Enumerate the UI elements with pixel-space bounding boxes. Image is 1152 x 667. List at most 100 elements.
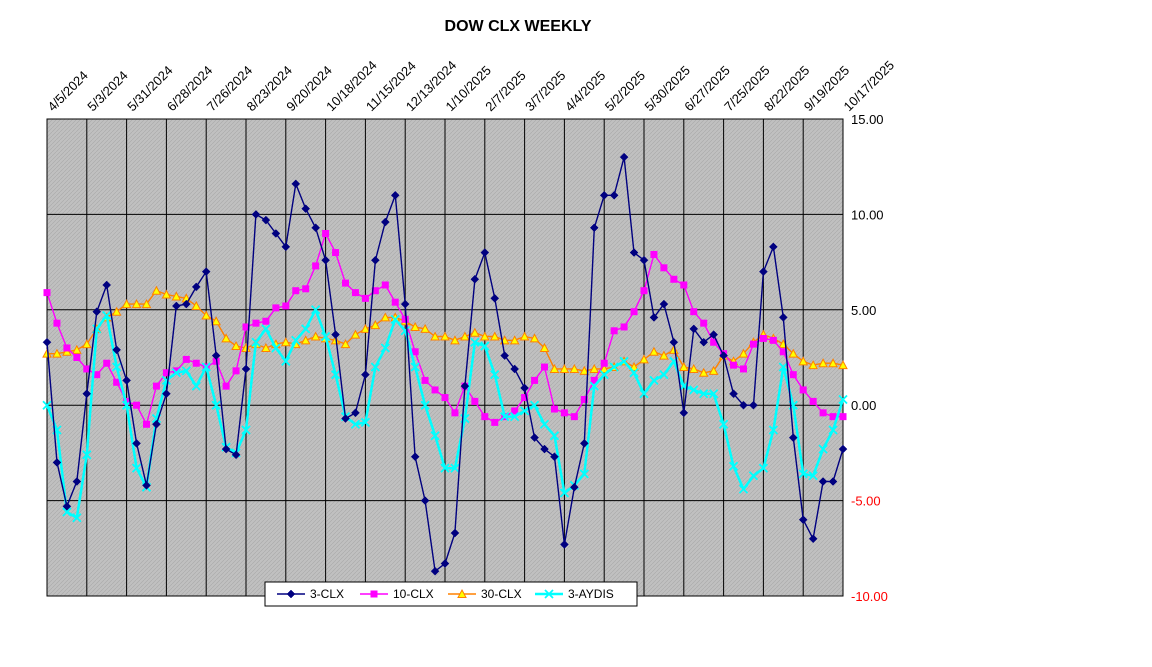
data-point <box>788 348 799 358</box>
x-marker-stroke <box>838 394 848 405</box>
legend-marker <box>286 589 296 599</box>
series-3-clx <box>42 152 848 576</box>
data-point <box>749 340 757 348</box>
data-point <box>43 289 51 297</box>
data-point <box>420 400 430 410</box>
data-point <box>121 299 132 309</box>
x-tick-label: 5/2/2025 <box>602 68 648 114</box>
data-point <box>471 397 479 405</box>
data-point <box>778 362 788 372</box>
data-point <box>301 324 311 334</box>
data-point <box>440 559 450 568</box>
data-point <box>689 385 699 395</box>
data-point <box>710 338 718 346</box>
data-point <box>699 337 709 347</box>
data-point <box>312 262 320 270</box>
data-point <box>649 375 659 386</box>
data-point <box>838 444 848 454</box>
data-point <box>719 351 728 360</box>
x-marker-stroke <box>291 335 301 345</box>
data-point <box>191 300 202 310</box>
data-point <box>549 363 560 373</box>
data-point <box>740 365 747 373</box>
data-point <box>650 250 658 258</box>
data-point <box>221 444 231 454</box>
data-point <box>143 420 150 428</box>
data-point <box>679 408 689 418</box>
x-marker-stroke <box>828 425 838 435</box>
data-point <box>450 528 460 538</box>
data-point <box>241 364 251 374</box>
x-marker-stroke <box>241 425 251 435</box>
data-point <box>430 331 440 341</box>
data-point <box>221 333 231 343</box>
data-point <box>550 405 558 413</box>
data-point <box>420 496 430 505</box>
data-point <box>321 255 330 265</box>
data-point <box>569 363 580 373</box>
data-point <box>322 229 330 237</box>
data-point <box>809 397 817 405</box>
x-marker-stroke <box>718 419 729 429</box>
x-marker-stroke <box>251 337 261 347</box>
data-point <box>62 507 72 517</box>
data-point <box>529 333 540 343</box>
y-tick-label: 5.00 <box>851 303 876 318</box>
data-point <box>162 389 171 399</box>
data-point <box>311 305 321 315</box>
series-30-clx <box>42 285 848 377</box>
data-point <box>72 344 82 354</box>
data-point <box>500 412 510 422</box>
data-point <box>829 413 837 421</box>
x-marker-stroke <box>539 419 550 429</box>
data-point <box>340 339 351 349</box>
data-point <box>251 210 261 219</box>
data-point <box>579 365 590 375</box>
x-marker-stroke <box>350 419 361 429</box>
x-marker-stroke <box>500 412 510 422</box>
data-point <box>838 360 848 370</box>
data-point <box>769 336 777 344</box>
data-point <box>181 366 191 376</box>
x-marker-stroke <box>629 368 639 378</box>
data-point <box>460 331 470 341</box>
data-point <box>700 319 708 327</box>
data-point <box>630 308 638 316</box>
x-marker-stroke <box>589 381 599 391</box>
data-point <box>768 425 778 435</box>
data-point <box>241 425 251 435</box>
x-marker-stroke <box>544 589 554 599</box>
data-point <box>182 355 190 363</box>
x-tick-label: 10/17/2025 <box>841 57 898 114</box>
data-point <box>500 351 510 360</box>
x-marker-stroke <box>490 370 500 380</box>
legend-item: 3-AYDIS <box>535 587 614 601</box>
data-point <box>301 204 311 214</box>
x-marker-stroke <box>320 331 331 342</box>
data-point <box>519 406 530 416</box>
data-point <box>639 389 649 399</box>
data-point <box>570 413 578 421</box>
x-marker-stroke <box>102 310 112 321</box>
data-point <box>818 444 828 454</box>
data-point <box>391 298 399 306</box>
data-point <box>828 425 838 435</box>
data-point <box>680 281 688 289</box>
x-marker-stroke <box>778 362 788 372</box>
data-point <box>440 463 450 473</box>
data-point <box>808 534 818 544</box>
data-point <box>232 367 240 375</box>
data-point <box>171 368 181 378</box>
data-point <box>730 361 738 369</box>
data-point <box>211 351 221 360</box>
data-point <box>380 343 390 353</box>
data-point <box>411 348 419 356</box>
data-point <box>619 356 629 366</box>
x-marker-stroke <box>639 389 649 399</box>
data-point <box>42 337 52 347</box>
data-point <box>281 356 291 366</box>
x-marker-stroke <box>211 400 221 410</box>
data-point <box>380 217 390 227</box>
x-marker-stroke <box>181 366 191 376</box>
